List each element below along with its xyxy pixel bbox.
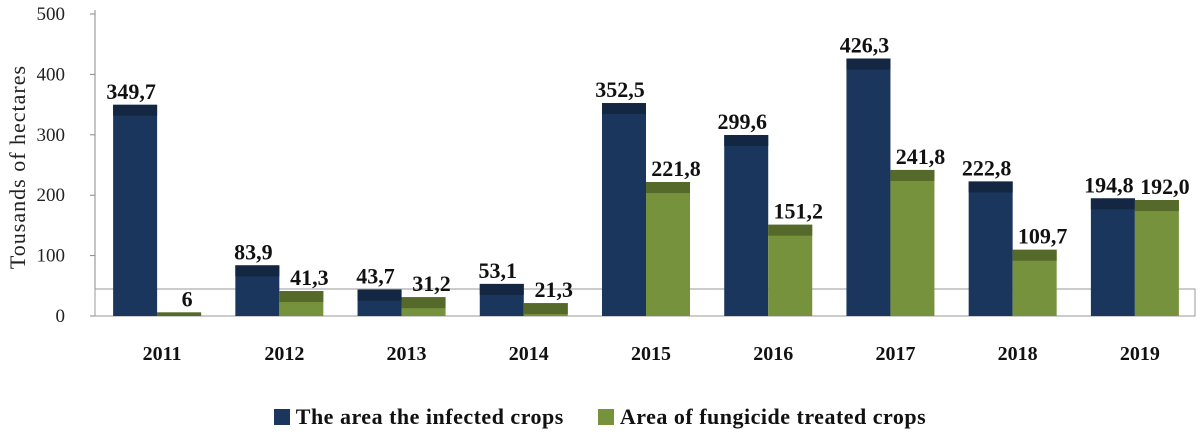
bar-cap bbox=[890, 169, 935, 181]
y-tick-label: 200 bbox=[37, 185, 66, 206]
data-label: 426,3 bbox=[840, 33, 890, 58]
y-axis-title: Tousands of hectares bbox=[5, 65, 30, 269]
data-label: 41,3 bbox=[290, 265, 329, 290]
bar-cap bbox=[1012, 249, 1057, 261]
x-tick-label: 2012 bbox=[264, 343, 304, 365]
bar-cap bbox=[279, 291, 324, 303]
legend: The area the infected crops Area of fung… bbox=[0, 404, 1200, 430]
data-label: 83,9 bbox=[234, 239, 273, 264]
y-tick-label: 100 bbox=[37, 246, 66, 267]
bar-infected bbox=[113, 104, 158, 317]
bar-infected bbox=[846, 58, 891, 316]
data-label: 43,7 bbox=[356, 264, 395, 289]
legend-swatch-treated bbox=[597, 409, 614, 425]
legend-swatch-infected bbox=[273, 409, 290, 425]
x-tick-label: 2013 bbox=[387, 343, 427, 365]
data-label: 352,5 bbox=[595, 77, 645, 102]
bar-infected bbox=[602, 103, 646, 316]
data-label: 241,8 bbox=[896, 144, 946, 169]
bar-cap bbox=[235, 265, 280, 277]
data-label: 194,8 bbox=[1084, 172, 1134, 197]
data-label: 109,7 bbox=[1018, 224, 1068, 249]
x-tick-label: 2015 bbox=[631, 343, 671, 365]
x-tick-label: 2014 bbox=[509, 343, 549, 365]
legend-item-infected: The area the infected crops bbox=[273, 404, 564, 430]
legend-label-treated: Area of fungicide treated crops bbox=[619, 404, 927, 429]
bar-cap bbox=[846, 58, 891, 70]
y-tick-label: 400 bbox=[37, 64, 66, 85]
bar-treated bbox=[1134, 200, 1179, 316]
data-label: 21,3 bbox=[535, 277, 574, 302]
y-tick-label: 300 bbox=[37, 125, 66, 146]
bar-cap bbox=[602, 103, 646, 115]
y-tick-label: 500 bbox=[37, 4, 66, 25]
bar-infected bbox=[724, 135, 769, 316]
bar-cap bbox=[1134, 200, 1179, 212]
bar-cap bbox=[157, 312, 202, 316]
bar-cap bbox=[968, 181, 1013, 193]
x-tick-label: 2016 bbox=[753, 343, 793, 365]
x-tick-label: 2019 bbox=[1120, 343, 1160, 365]
x-tick-label: 2017 bbox=[875, 343, 915, 365]
x-tick-label: 2018 bbox=[998, 343, 1038, 365]
y-tick-label: 0 bbox=[56, 306, 66, 327]
data-label: 192,0 bbox=[1140, 174, 1190, 199]
data-label: 31,2 bbox=[412, 271, 451, 296]
bar-cap bbox=[1090, 198, 1135, 210]
bar-cap bbox=[401, 297, 446, 309]
data-label: 222,8 bbox=[962, 155, 1012, 180]
bar-cap bbox=[768, 224, 813, 236]
bar-infected bbox=[968, 181, 1013, 316]
bar-treated bbox=[646, 182, 690, 316]
data-label: 349,7 bbox=[106, 79, 156, 104]
bar-cap bbox=[646, 182, 690, 194]
data-label: 53,1 bbox=[479, 258, 518, 283]
bar-chart: Tousands of hectares 0 100 200 300 400 500 349… bbox=[5, 4, 1196, 365]
bar-cap bbox=[357, 289, 402, 301]
bar-cap bbox=[724, 135, 769, 147]
data-label: 299,6 bbox=[717, 109, 767, 134]
bar-cap bbox=[479, 283, 524, 295]
data-label: 6 bbox=[182, 286, 193, 311]
data-label: 221,8 bbox=[651, 156, 701, 181]
bar-treated bbox=[890, 169, 935, 316]
legend-item-treated: Area of fungicide treated crops bbox=[597, 404, 927, 430]
x-tick-label: 2011 bbox=[143, 343, 182, 365]
data-label: 151,2 bbox=[773, 199, 823, 224]
legend-label-infected: The area the infected crops bbox=[295, 404, 564, 429]
bar-cap bbox=[113, 104, 158, 116]
bar-treated bbox=[768, 224, 813, 316]
bar-cap bbox=[523, 303, 568, 315]
bar-infected bbox=[1090, 198, 1135, 316]
bar-treated bbox=[1012, 249, 1057, 316]
